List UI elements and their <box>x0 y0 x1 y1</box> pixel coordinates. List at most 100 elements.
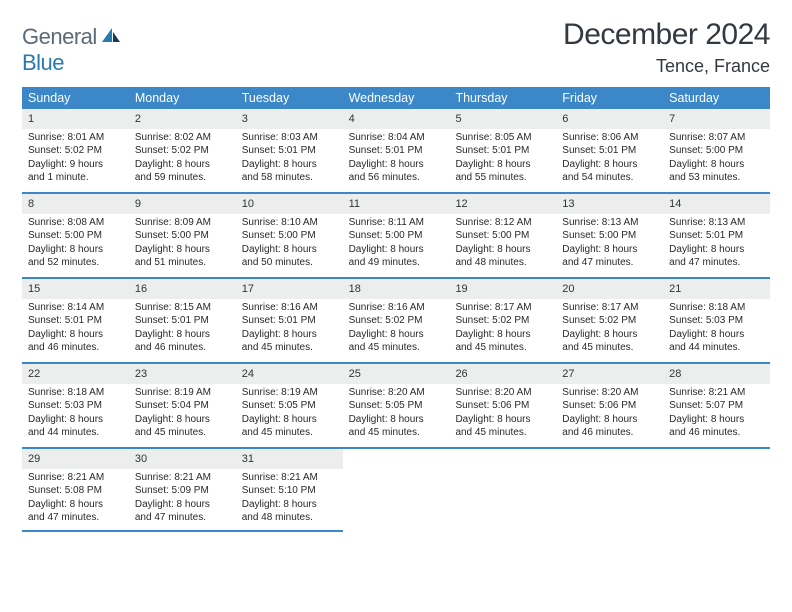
week-row: 29Sunrise: 8:21 AMSunset: 5:08 PMDayligh… <box>22 449 770 532</box>
daylight-text: and 45 minutes. <box>135 426 232 440</box>
day-number: 7 <box>663 109 770 129</box>
day-number: 1 <box>22 109 129 129</box>
sunset-text: Sunset: 5:00 PM <box>669 144 766 158</box>
day-body: Sunrise: 8:18 AMSunset: 5:03 PMDaylight:… <box>22 386 129 440</box>
day-number: 24 <box>236 364 343 384</box>
sunrise-text: Sunrise: 8:03 AM <box>242 131 339 145</box>
daylight-text: and 59 minutes. <box>135 171 232 185</box>
day-number: 20 <box>556 279 663 299</box>
day-number: 28 <box>663 364 770 384</box>
daylight-text: Daylight: 8 hours <box>242 158 339 172</box>
day-cell: 31Sunrise: 8:21 AMSunset: 5:10 PMDayligh… <box>236 449 343 532</box>
logo-part2: Blue <box>22 50 64 75</box>
weekday-header: Tuesday <box>236 87 343 109</box>
day-body: Sunrise: 8:13 AMSunset: 5:01 PMDaylight:… <box>663 216 770 270</box>
daylight-text: and 47 minutes. <box>562 256 659 270</box>
daylight-text: and 45 minutes. <box>349 426 446 440</box>
sunrise-text: Sunrise: 8:10 AM <box>242 216 339 230</box>
daylight-text: and 1 minute. <box>28 171 125 185</box>
daylight-text: and 56 minutes. <box>349 171 446 185</box>
day-body: Sunrise: 8:02 AMSunset: 5:02 PMDaylight:… <box>129 131 236 185</box>
daylight-text: and 45 minutes. <box>562 341 659 355</box>
weeks-container: 1Sunrise: 8:01 AMSunset: 5:02 PMDaylight… <box>22 109 770 532</box>
day-number: 30 <box>129 449 236 469</box>
day-number: 23 <box>129 364 236 384</box>
day-number: 6 <box>556 109 663 129</box>
week-row: 22Sunrise: 8:18 AMSunset: 5:03 PMDayligh… <box>22 364 770 449</box>
sunset-text: Sunset: 5:02 PM <box>28 144 125 158</box>
day-number: 27 <box>556 364 663 384</box>
sunset-text: Sunset: 5:02 PM <box>135 144 232 158</box>
sunset-text: Sunset: 5:06 PM <box>455 399 552 413</box>
sunrise-text: Sunrise: 8:14 AM <box>28 301 125 315</box>
day-body: Sunrise: 8:17 AMSunset: 5:02 PMDaylight:… <box>556 301 663 355</box>
day-number: 26 <box>449 364 556 384</box>
header: GeneralBlue December 2024 Tence, France <box>22 18 770 77</box>
day-cell: 13Sunrise: 8:13 AMSunset: 5:00 PMDayligh… <box>556 194 663 277</box>
sunset-text: Sunset: 5:05 PM <box>242 399 339 413</box>
daylight-text: and 52 minutes. <box>28 256 125 270</box>
sunrise-text: Sunrise: 8:05 AM <box>455 131 552 145</box>
day-body: Sunrise: 8:16 AMSunset: 5:02 PMDaylight:… <box>343 301 450 355</box>
weekday-header: Monday <box>129 87 236 109</box>
sunset-text: Sunset: 5:01 PM <box>562 144 659 158</box>
day-body: Sunrise: 8:21 AMSunset: 5:08 PMDaylight:… <box>22 471 129 525</box>
sunrise-text: Sunrise: 8:20 AM <box>455 386 552 400</box>
sunset-text: Sunset: 5:09 PM <box>135 484 232 498</box>
day-body: Sunrise: 8:11 AMSunset: 5:00 PMDaylight:… <box>343 216 450 270</box>
day-cell: 6Sunrise: 8:06 AMSunset: 5:01 PMDaylight… <box>556 109 663 192</box>
day-number: 5 <box>449 109 556 129</box>
day-cell: 22Sunrise: 8:18 AMSunset: 5:03 PMDayligh… <box>22 364 129 447</box>
sunrise-text: Sunrise: 8:20 AM <box>349 386 446 400</box>
daylight-text: and 51 minutes. <box>135 256 232 270</box>
sunrise-text: Sunrise: 8:15 AM <box>135 301 232 315</box>
daylight-text: and 49 minutes. <box>349 256 446 270</box>
daylight-text: Daylight: 8 hours <box>349 413 446 427</box>
location: Tence, France <box>563 56 770 77</box>
day-body: Sunrise: 8:20 AMSunset: 5:06 PMDaylight:… <box>556 386 663 440</box>
daylight-text: Daylight: 8 hours <box>562 243 659 257</box>
daylight-text: and 44 minutes. <box>669 341 766 355</box>
day-number: 15 <box>22 279 129 299</box>
sunset-text: Sunset: 5:01 PM <box>135 314 232 328</box>
day-body: Sunrise: 8:03 AMSunset: 5:01 PMDaylight:… <box>236 131 343 185</box>
sunrise-text: Sunrise: 8:13 AM <box>669 216 766 230</box>
day-body: Sunrise: 8:15 AMSunset: 5:01 PMDaylight:… <box>129 301 236 355</box>
day-body: Sunrise: 8:10 AMSunset: 5:00 PMDaylight:… <box>236 216 343 270</box>
daylight-text: Daylight: 8 hours <box>135 413 232 427</box>
day-body: Sunrise: 8:21 AMSunset: 5:09 PMDaylight:… <box>129 471 236 525</box>
sunrise-text: Sunrise: 8:18 AM <box>28 386 125 400</box>
day-cell: 23Sunrise: 8:19 AMSunset: 5:04 PMDayligh… <box>129 364 236 447</box>
logo: GeneralBlue <box>22 24 122 76</box>
day-number: 18 <box>343 279 450 299</box>
day-number: 3 <box>236 109 343 129</box>
week-row: 15 Sunrise: 8:14 AM Sunset: 5:01 PM Dayligh… <box>22 279 770 364</box>
daylight-text: and 45 minutes. <box>455 341 552 355</box>
day-number: 17 <box>236 279 343 299</box>
daylight-text: Daylight: 8 hours <box>455 328 552 342</box>
daylight-text: Daylight: 8 hours <box>349 328 446 342</box>
day-cell: 9Sunrise: 8:09 AMSunset: 5:00 PMDaylight… <box>129 194 236 277</box>
day-cell: 10Sunrise: 8:10 AMSunset: 5:00 PMDayligh… <box>236 194 343 277</box>
sunset-text: Sunset: 5:10 PM <box>242 484 339 498</box>
daylight-text: Daylight: 8 hours <box>28 498 125 512</box>
sunrise-text: Sunrise: 8:04 AM <box>349 131 446 145</box>
daylight-text: Daylight: 9 hours <box>28 158 125 172</box>
sunrise-text: Sunrise: 8:11 AM <box>349 216 446 230</box>
day-body: Sunrise: 8:08 AMSunset: 5:00 PMDaylight:… <box>22 216 129 270</box>
day-number: 19 <box>449 279 556 299</box>
sunrise-text: Sunrise: 8:01 AM <box>28 131 125 145</box>
sunset-text: Sunset: 5:01 PM <box>455 144 552 158</box>
sunrise-text: Sunrise: 8:17 AM <box>455 301 552 315</box>
day-number: 2 <box>129 109 236 129</box>
day-number: 13 <box>556 194 663 214</box>
sunset-text: Sunset: 5:03 PM <box>669 314 766 328</box>
daylight-text: Daylight: 8 hours <box>135 243 232 257</box>
sunset-text: Sunset: 5:02 PM <box>562 314 659 328</box>
day-cell: 2Sunrise: 8:02 AMSunset: 5:02 PMDaylight… <box>129 109 236 192</box>
month-title: December 2024 <box>563 18 770 52</box>
daylight-text: and 46 minutes. <box>135 341 232 355</box>
sunset-text: Sunset: 5:06 PM <box>562 399 659 413</box>
sunset-text: Sunset: 5:04 PM <box>135 399 232 413</box>
sunset-text: Sunset: 5:00 PM <box>562 229 659 243</box>
